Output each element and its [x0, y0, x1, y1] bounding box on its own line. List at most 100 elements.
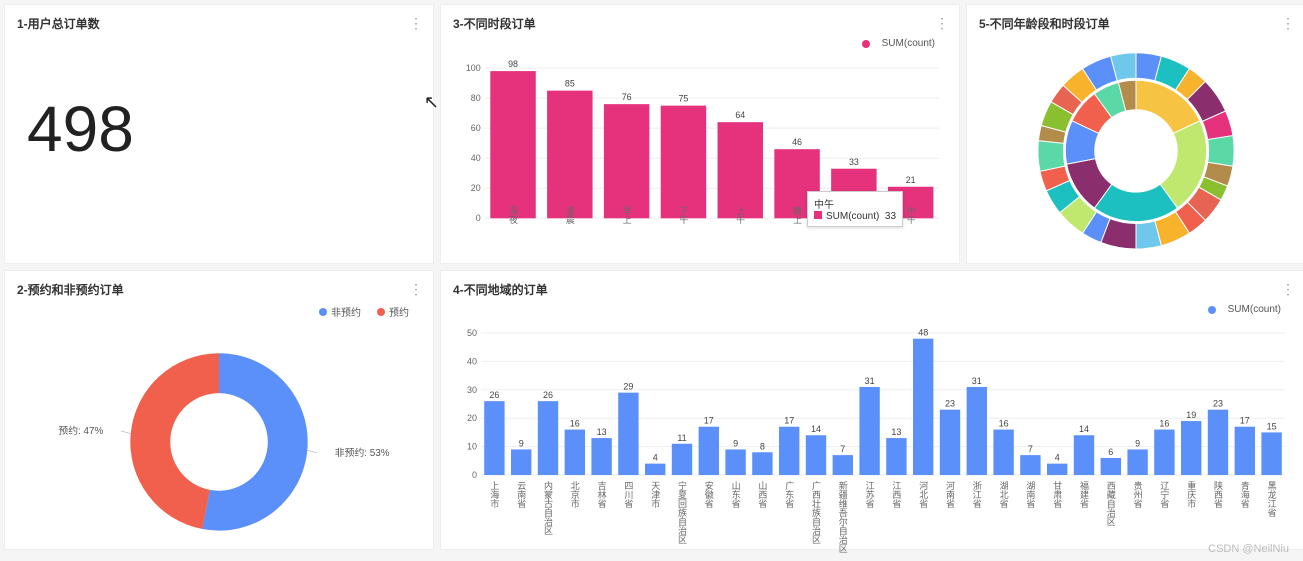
svg-text:凌晨: 凌晨 [565, 205, 575, 225]
svg-text:6: 6 [1108, 446, 1113, 456]
svg-text:100: 100 [466, 63, 481, 73]
svg-text:四川省: 四川省 [623, 481, 633, 509]
svg-text:40: 40 [471, 153, 481, 163]
legend: SUM(count) [453, 38, 947, 51]
svg-text:湖北省: 湖北省 [999, 480, 1009, 508]
svg-text:山东省: 山东省 [731, 480, 741, 508]
watermark: CSDN @NeilNiu [1208, 543, 1289, 555]
svg-text:76: 76 [622, 92, 632, 102]
panel-title: 5-不同年龄段和时段订单 [979, 15, 1293, 32]
svg-text:13: 13 [891, 427, 901, 437]
svg-text:26: 26 [489, 390, 499, 400]
panel-title: 1-用户总订单数 [17, 15, 421, 32]
more-icon[interactable]: ⋮ [1281, 15, 1295, 32]
panel-time-orders: 3-不同时段订单 ⋮ SUM(count) 02040608010098深夜85… [440, 4, 960, 264]
svg-text:10: 10 [467, 441, 477, 451]
svg-text:4: 4 [653, 452, 658, 462]
svg-text:17: 17 [704, 415, 714, 425]
svg-text:26: 26 [543, 390, 553, 400]
svg-text:60: 60 [471, 123, 481, 133]
svg-text:40: 40 [467, 356, 477, 366]
svg-text:9: 9 [519, 438, 524, 448]
svg-text:非预约: 53%: 非预约: 53% [335, 446, 390, 459]
svg-text:黑龙江省: 黑龙江省 [1267, 480, 1277, 517]
svg-text:广东省: 广东省 [784, 479, 794, 508]
svg-text:云南省: 云南省 [516, 481, 526, 509]
svg-text:辽宁省: 辽宁省 [1159, 480, 1169, 508]
svg-text:早上: 早上 [622, 206, 632, 224]
svg-text:浙江省: 浙江省 [972, 479, 982, 508]
panel-title: 4-不同地域的订单 [453, 281, 1293, 298]
svg-text:16: 16 [1159, 418, 1169, 428]
svg-text:80: 80 [471, 93, 481, 103]
svg-text:下午: 下午 [678, 206, 688, 225]
svg-text:85: 85 [565, 78, 575, 88]
bar-chart-time: 02040608010098深夜85凌晨76早上75下午64上午46晚上33午夜… [453, 51, 947, 267]
svg-text:98: 98 [508, 59, 518, 69]
svg-text:31: 31 [865, 375, 875, 385]
svg-text:16: 16 [999, 418, 1009, 428]
svg-text:重庆市: 重庆市 [1186, 479, 1196, 508]
svg-text:西藏自治区: 西藏自治区 [1106, 480, 1116, 525]
svg-text:21: 21 [906, 174, 916, 184]
svg-text:9: 9 [1135, 438, 1140, 448]
svg-text:贵州省: 贵州省 [1133, 479, 1143, 508]
panel-title: 2-预约和非预约订单 [17, 281, 421, 298]
svg-text:14: 14 [1079, 424, 1089, 434]
svg-text:9: 9 [733, 438, 738, 448]
svg-text:48: 48 [918, 327, 928, 337]
svg-text:8: 8 [760, 441, 765, 451]
svg-text:北京市: 北京市 [570, 480, 580, 508]
svg-text:29: 29 [623, 381, 633, 391]
more-icon[interactable]: ⋮ [409, 281, 423, 298]
svg-text:13: 13 [597, 427, 607, 437]
svg-text:7: 7 [1028, 444, 1033, 454]
sunburst-chart [979, 38, 1293, 254]
svg-text:湖南省: 湖南省 [1025, 480, 1035, 508]
panel-total-orders: 1-用户总订单数 ⋮ 498 ↖ [4, 4, 434, 264]
svg-text:江苏省: 江苏省 [865, 480, 875, 508]
more-icon[interactable]: ⋮ [409, 15, 423, 32]
svg-text:4: 4 [1055, 452, 1060, 462]
cursor-icon: ↖ [424, 92, 439, 113]
svg-text:晚上: 晚上 [792, 206, 802, 224]
svg-text:0: 0 [476, 213, 481, 223]
svg-text:广西壮族自治区: 广西壮族自治区 [811, 479, 821, 543]
svg-text:30: 30 [467, 384, 477, 394]
total-orders-value: 498 ↖ [27, 92, 421, 166]
svg-text:新疆维吾尔自治区: 新疆维吾尔自治区 [838, 479, 848, 552]
svg-text:山西省: 山西省 [757, 480, 767, 508]
bar-chart-region: 0102030405026上海市9云南省26内蒙古自治区16北京市13吉林省29… [453, 317, 1293, 553]
panel-reservation-orders: 2-预约和非预约订单 ⋮ 非预约预约 非预约: 53% 预约: 47% [4, 270, 434, 550]
svg-text:青海省: 青海省 [1240, 479, 1250, 508]
svg-text:16: 16 [570, 418, 580, 428]
svg-text:安徽省: 安徽省 [704, 479, 714, 508]
svg-text:内蒙古自治区: 内蒙古自治区 [543, 479, 553, 534]
more-icon[interactable]: ⋮ [935, 15, 949, 32]
svg-text:19: 19 [1186, 410, 1196, 420]
chart-tooltip: 中午 SUM(count) 33 [807, 191, 903, 227]
svg-text:75: 75 [679, 93, 689, 103]
svg-text:宁夏回族自治区: 宁夏回族自治区 [677, 479, 687, 543]
svg-text:河南省: 河南省 [945, 479, 955, 508]
svg-text:河北省: 河北省 [918, 479, 928, 508]
svg-text:上海市: 上海市 [489, 480, 499, 508]
svg-text:17: 17 [1240, 415, 1250, 425]
legend: 非预约预约 [17, 304, 421, 319]
svg-text:中午: 中午 [906, 205, 916, 225]
svg-text:64: 64 [735, 110, 745, 120]
donut-chart: 非预约: 53% 预约: 47% [17, 319, 421, 555]
svg-text:福建省: 福建省 [1079, 479, 1089, 508]
svg-text:23: 23 [945, 398, 955, 408]
svg-text:7: 7 [840, 444, 845, 454]
svg-text:20: 20 [471, 183, 481, 193]
svg-text:预约: 47%: 预约: 47% [58, 424, 103, 437]
svg-text:17: 17 [784, 415, 794, 425]
svg-text:14: 14 [811, 424, 821, 434]
svg-text:15: 15 [1267, 421, 1277, 431]
more-icon[interactable]: ⋮ [1281, 281, 1295, 298]
panel-age-time-orders: 5-不同年龄段和时段订单 ⋮ [966, 4, 1303, 264]
svg-text:陕西省: 陕西省 [1213, 479, 1223, 508]
svg-text:上午: 上午 [735, 206, 745, 225]
svg-text:11: 11 [677, 432, 686, 442]
